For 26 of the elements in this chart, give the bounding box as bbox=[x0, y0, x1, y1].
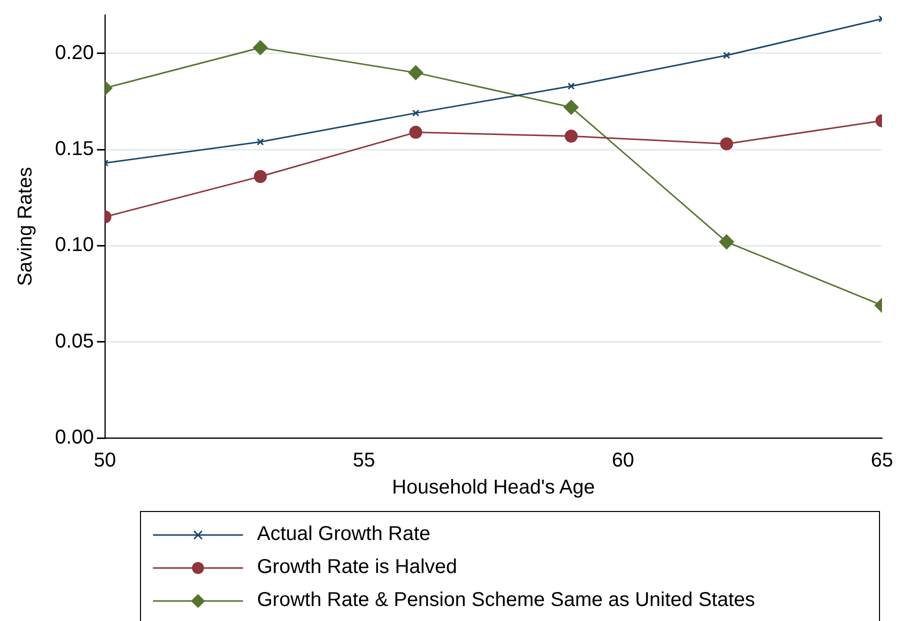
legend-label: Growth Rate is Halved bbox=[257, 556, 458, 579]
y-tick-label: 0.15 bbox=[54, 138, 94, 160]
point bbox=[409, 126, 422, 139]
point bbox=[408, 65, 424, 80]
point bbox=[254, 170, 267, 184]
point bbox=[720, 137, 734, 150]
point bbox=[256, 138, 264, 146]
point bbox=[723, 52, 730, 59]
y-tick-label: 0.00 bbox=[54, 426, 94, 449]
x-tick-label: 50 bbox=[94, 450, 116, 472]
x-axis-title: Household Head's Age bbox=[392, 476, 595, 499]
y-axis-title: Saving Rates bbox=[14, 167, 37, 286]
point bbox=[252, 40, 268, 56]
x-tick-label: 60 bbox=[612, 450, 634, 472]
point bbox=[564, 100, 579, 115]
point bbox=[568, 82, 575, 90]
y-tick-label: 0.05 bbox=[54, 330, 94, 352]
point bbox=[564, 130, 578, 143]
y-tick-label: 0.20 bbox=[54, 42, 94, 64]
point bbox=[412, 109, 420, 117]
legend-label: Growth Rate & Pension Scheme Same as United States bbox=[257, 589, 756, 612]
point bbox=[719, 234, 734, 250]
x-tick-label: 65 bbox=[870, 450, 894, 472]
y-tick-label: 0.10 bbox=[54, 234, 94, 256]
x-tick-label: 55 bbox=[352, 450, 376, 472]
legend-label: Actual Growth Rate bbox=[257, 523, 430, 546]
